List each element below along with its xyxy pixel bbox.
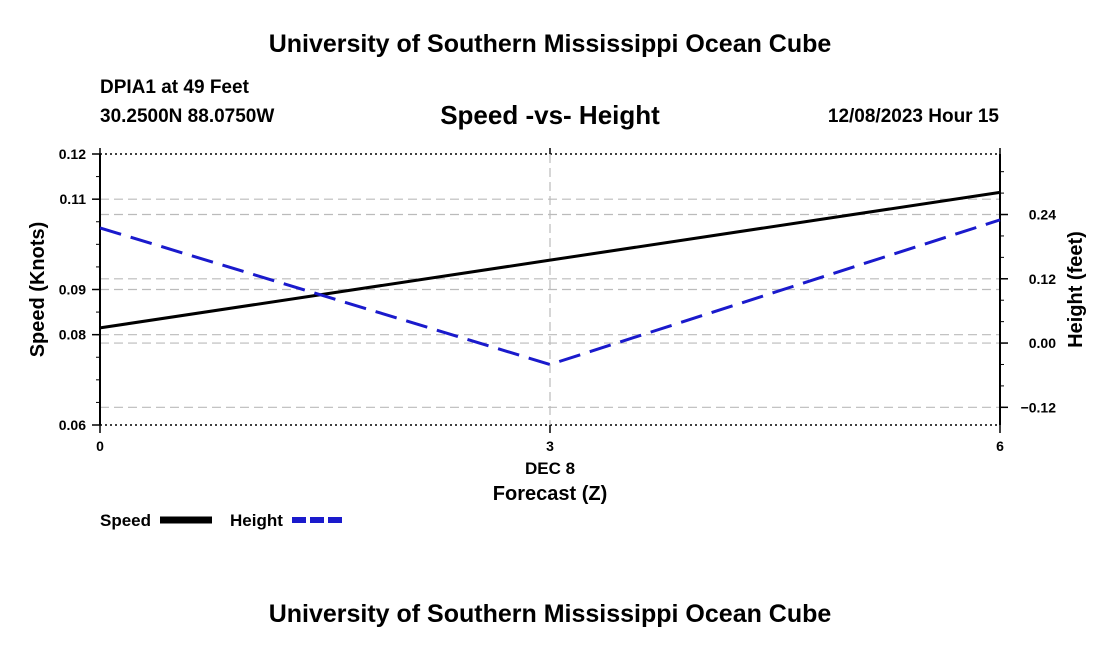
forecast-datetime: 12/08/2023 Hour 15	[827, 106, 999, 127]
y-tick-label: 0.08	[59, 327, 86, 343]
legend-speed-label: Speed	[100, 511, 151, 530]
series-line-speed	[99, 190, 1001, 330]
y2-tick-label: 0.00	[1029, 335, 1056, 351]
chart-title: Speed -vs- Height	[440, 100, 660, 130]
labels-layer: 0.06 0.08 0.09 0.11 0.12 −0.12 0.00 0.12 0.24 0 3 6…	[27, 146, 1087, 530]
y-tick-label: 0.06	[59, 417, 86, 433]
y-tick-label: 0.12	[59, 146, 86, 162]
legend-height-label: Height	[230, 511, 283, 530]
footer-title: University of Southern Mississippi Ocean…	[268, 600, 832, 628]
x-tick-label: 3	[546, 438, 554, 454]
y-tick-label: 0.11	[60, 191, 87, 207]
x-tick-label: 0	[96, 438, 104, 454]
grid-layer	[100, 153, 1000, 426]
axes-layer	[92, 148, 1008, 433]
series-layer	[99, 190, 1001, 367]
y2-tick-label: 0.24	[1029, 207, 1056, 223]
y2-tick-label: −0.12	[1021, 399, 1057, 415]
coordinates-label: 30.2500N 88.0750W	[100, 106, 275, 127]
x-date-label: DEC 8	[525, 459, 575, 478]
x-tick-label: 6	[996, 438, 1004, 454]
y-axis-label: Speed (Knots)	[27, 222, 49, 358]
series-line-height	[99, 218, 1001, 367]
y2-axis-label: Height (feet)	[1065, 231, 1087, 348]
x-axis-label: Forecast (Z)	[493, 483, 607, 505]
y-tick-label: 0.09	[59, 282, 86, 298]
station-label: DPIA1 at 49 Feet	[100, 77, 249, 98]
y2-tick-label: 0.12	[1029, 271, 1056, 287]
page-title: University of Southern Mississippi Ocean…	[268, 30, 832, 58]
